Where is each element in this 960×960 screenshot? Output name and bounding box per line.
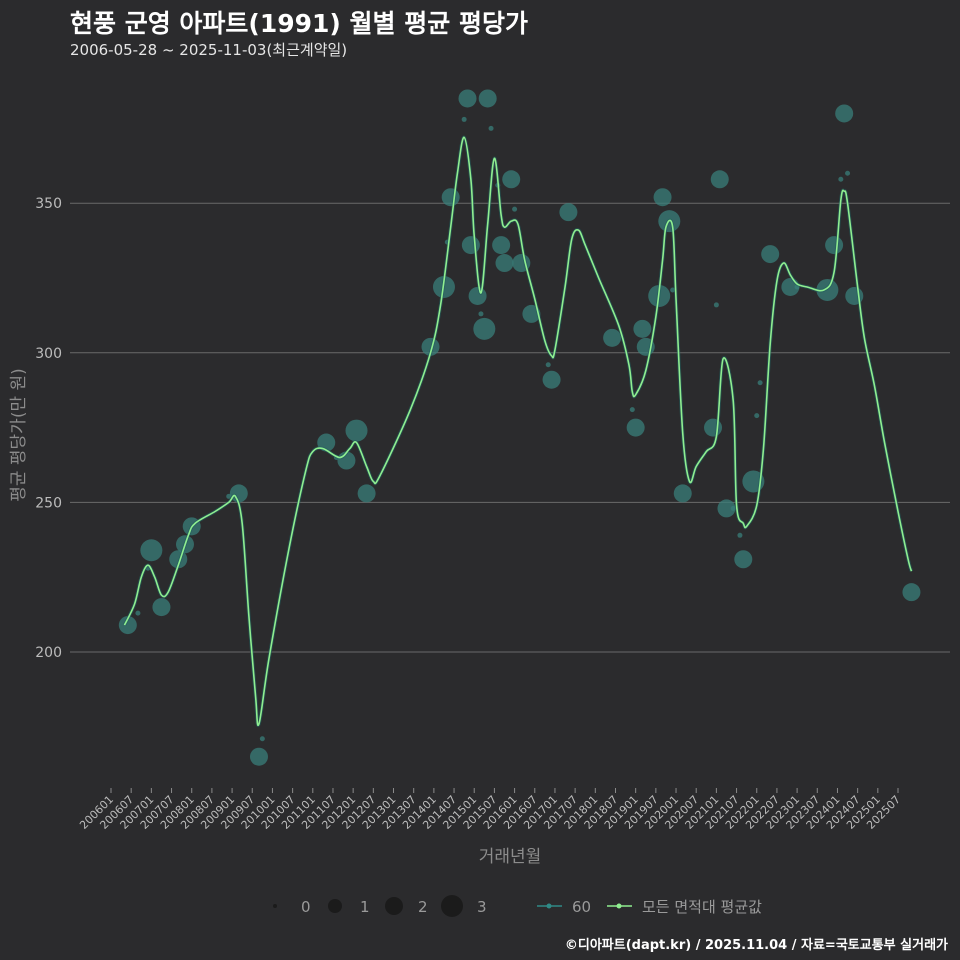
legend-series-60-label: 60 xyxy=(572,898,591,916)
y-tick-label: 250 xyxy=(35,495,62,511)
legend-size-1 xyxy=(328,899,342,913)
data-point xyxy=(825,236,844,255)
data-point xyxy=(542,370,561,389)
data-point xyxy=(259,736,265,742)
x-axis-label: 거래년월 xyxy=(479,847,542,867)
data-point xyxy=(492,236,511,255)
data-point xyxy=(229,484,248,503)
data-point xyxy=(737,532,743,538)
data-point xyxy=(458,89,477,108)
data-point xyxy=(603,328,622,347)
data-point xyxy=(757,380,763,386)
scatter-points xyxy=(118,89,921,766)
legend-average-label: 모든 면적대 평균값 xyxy=(642,898,762,916)
data-point xyxy=(730,505,736,511)
y-tick-label: 200 xyxy=(35,645,62,661)
average-line-layer xyxy=(122,135,914,727)
data-point xyxy=(717,499,736,518)
data-point xyxy=(633,319,652,338)
data-point xyxy=(488,125,494,131)
y-tick-label: 300 xyxy=(35,346,62,362)
legend-series-60-marker xyxy=(546,903,552,909)
data-point xyxy=(502,170,521,189)
y-axis-label: 평균 평당가(만 원) xyxy=(9,368,29,502)
data-point xyxy=(152,598,171,617)
data-point xyxy=(118,616,137,635)
legend-size-label: 2 xyxy=(418,898,428,916)
data-point xyxy=(835,104,854,123)
y-tick-label: 350 xyxy=(35,196,62,212)
legend-average-marker xyxy=(616,903,622,909)
data-point xyxy=(710,170,729,189)
data-point xyxy=(713,302,719,308)
data-point xyxy=(626,418,645,437)
data-point xyxy=(845,170,851,176)
legend-size-label: 3 xyxy=(477,898,487,916)
data-point xyxy=(468,286,487,305)
data-point xyxy=(761,245,780,264)
data-point xyxy=(249,747,268,766)
data-point xyxy=(441,188,460,207)
data-point xyxy=(754,413,760,419)
data-point xyxy=(653,188,672,207)
average-line xyxy=(123,136,913,727)
data-point xyxy=(345,419,368,442)
legend-size-2 xyxy=(385,897,403,915)
data-point xyxy=(135,610,141,616)
legend: 0 1 2 3 60 모든 면적대 평균값 xyxy=(273,895,762,917)
data-point xyxy=(838,176,844,182)
data-point xyxy=(545,362,551,368)
data-point xyxy=(473,317,496,340)
data-point xyxy=(478,89,497,108)
footer-credit: ©디아파트(dapt.kr) / 2025.11.04 / 자료=국토교통부 실… xyxy=(564,938,948,953)
data-point xyxy=(140,539,163,562)
grid-lines xyxy=(70,202,950,653)
data-point xyxy=(559,203,578,222)
data-point xyxy=(512,206,518,212)
data-point xyxy=(734,550,753,569)
data-point xyxy=(357,484,376,503)
legend-size-3 xyxy=(441,895,463,917)
data-point xyxy=(226,493,232,499)
data-point xyxy=(495,254,514,273)
data-point xyxy=(629,407,635,413)
y-axis-ticks: 200 250 300 350 xyxy=(35,196,62,661)
data-point xyxy=(673,484,692,503)
x-axis-ticks: 2006012006072007012007072008012008072009… xyxy=(77,788,903,832)
data-point xyxy=(902,583,921,602)
legend-size-0 xyxy=(273,904,277,908)
chart-subtitle: 2006-05-28 ~ 2025-11-03(최근계약일) xyxy=(70,41,348,59)
data-point xyxy=(461,116,467,122)
chart-title: 현풍 군영 아파트(1991) 월별 평균 평당가 xyxy=(70,9,528,38)
legend-size-label: 0 xyxy=(301,898,311,916)
legend-size-label: 1 xyxy=(360,898,370,916)
data-point xyxy=(478,311,484,317)
